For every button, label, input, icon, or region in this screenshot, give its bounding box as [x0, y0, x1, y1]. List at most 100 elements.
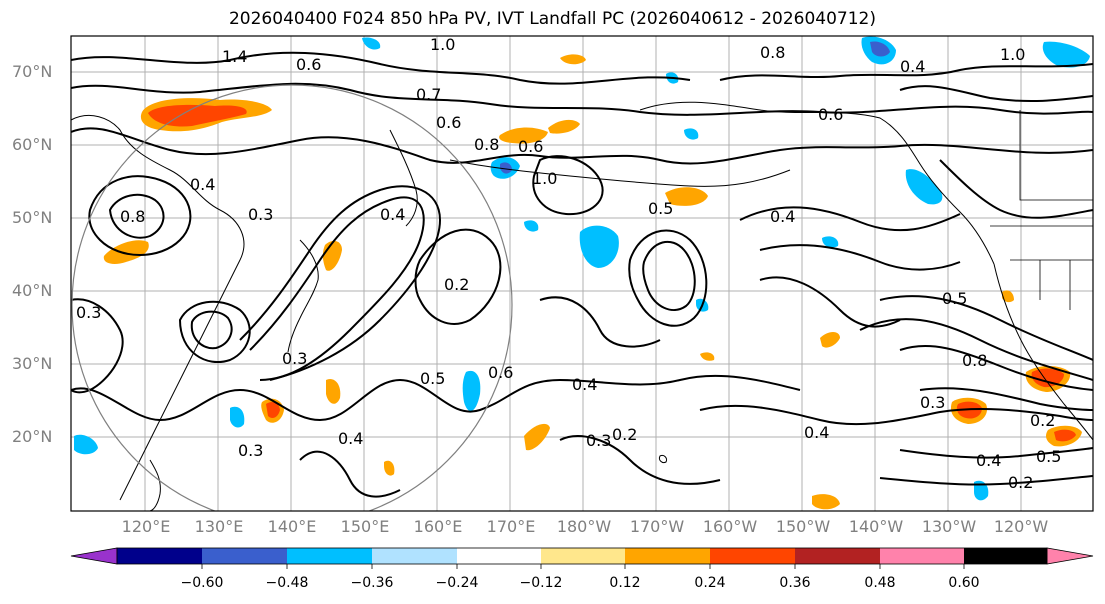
pv-negative-core	[870, 41, 890, 57]
lon-label: 130°W	[921, 517, 977, 536]
pv-positive-core	[266, 402, 280, 418]
colorbar-segment	[457, 548, 541, 564]
lat-label: 20°N	[12, 427, 53, 446]
contour-line	[71, 127, 1093, 165]
contour-label: 0.3	[76, 303, 101, 322]
contour-label: 0.3	[586, 431, 611, 450]
political-borders	[990, 110, 1093, 310]
coastline-hawaii	[659, 455, 667, 463]
contour-label: 0.2	[1008, 473, 1033, 492]
contour-label: 1.0	[1000, 45, 1025, 64]
lon-label: 160°W	[702, 517, 758, 536]
pv-negative-area	[230, 406, 245, 428]
contour-line	[628, 229, 708, 327]
map-title: 2026040400 F024 850 hPa PV, IVT Landfall…	[228, 9, 876, 29]
contour-label: 0.2	[1030, 411, 1055, 430]
contour-label: 0.5	[1036, 447, 1061, 466]
lat-label: 70°N	[12, 62, 53, 81]
lon-label: 180°W	[556, 517, 612, 536]
contour-label: 0.8	[120, 207, 145, 226]
contour-line	[859, 318, 1093, 381]
lat-label: 40°N	[12, 281, 53, 300]
contour-line	[939, 159, 1093, 219]
pv-negative-area	[905, 169, 943, 205]
lon-label: 160°E	[413, 517, 463, 536]
pv-negative-core	[500, 162, 512, 174]
contour-label: 0.8	[760, 43, 785, 62]
contour-label: 1.0	[532, 169, 557, 188]
pv-negative-area	[579, 225, 619, 268]
contour-line	[539, 296, 661, 348]
lon-label: 120°W	[993, 517, 1049, 536]
colorbar-segment	[795, 548, 880, 564]
lon-label: 170°W	[629, 517, 685, 536]
pv-negative-area	[684, 128, 699, 140]
pv-positive-area	[700, 352, 715, 361]
pv-contours	[71, 51, 1093, 498]
colorbar-tick-label: −0.48	[265, 575, 309, 591]
colorbar-segment	[287, 548, 372, 564]
contour-line	[719, 63, 1093, 81]
contour-line	[239, 185, 442, 381]
contour-label: 0.5	[942, 289, 967, 308]
lat-label: 30°N	[12, 354, 53, 373]
contour-line	[699, 404, 1093, 426]
lon-label: 170°E	[486, 517, 536, 536]
colorbar-segment	[541, 548, 625, 564]
contour-line	[759, 244, 961, 271]
pv-negative-area	[462, 370, 481, 412]
contour-label: 0.6	[818, 105, 843, 124]
contour-label-group: 1.4 0.6 1.0 0.8 1.0 0.4 0.7 0.6 0.8 0.6 …	[76, 35, 1061, 492]
map-frame	[70, 35, 1094, 512]
pv-negative-area	[362, 37, 381, 50]
colorbar-segment	[964, 548, 1047, 564]
contour-line	[71, 374, 801, 422]
colorbar-segment	[117, 548, 202, 564]
pv-positive-core	[1031, 368, 1064, 388]
pv-positive-area	[384, 460, 395, 476]
lat-label: 60°N	[12, 135, 53, 154]
contour-line	[879, 295, 1093, 361]
contour-line	[532, 155, 604, 216]
contour-label: 0.4	[338, 429, 363, 448]
colorbar-tick-label: 0.36	[779, 575, 811, 591]
coastline-na-west	[993, 263, 1093, 441]
pv-negative-area	[524, 220, 539, 232]
contour-label: 0.5	[420, 369, 445, 388]
coastline-philippines	[149, 459, 161, 511]
contour-label: 0.2	[444, 275, 469, 294]
pv-positive-area	[812, 494, 840, 510]
lat-label: 50°N	[12, 208, 53, 227]
contour-line	[919, 387, 1093, 411]
pv-positive-core	[148, 104, 247, 127]
lon-label: 150°E	[340, 517, 390, 536]
contour-label: 0.4	[572, 375, 597, 394]
contour-label: 0.6	[488, 363, 513, 382]
lon-label: 120°E	[121, 517, 171, 536]
contour-label: 0.5	[648, 199, 673, 218]
lon-label: 140°W	[848, 517, 904, 536]
contour-line	[899, 344, 1093, 391]
colorbar-segment	[202, 548, 287, 564]
contour-label: 0.6	[436, 113, 461, 132]
pv-positive-area	[499, 127, 548, 144]
colorbar-tick-label: 0.24	[694, 575, 726, 591]
pv-shading	[74, 36, 1090, 510]
contour-label: 0.4	[976, 451, 1001, 470]
contour-line	[559, 435, 721, 485]
colorbar	[70, 547, 1094, 569]
contour-label: 1.0	[430, 35, 455, 54]
pv-positive-area	[665, 187, 708, 206]
pv-positive-area	[548, 119, 580, 134]
pv-negative-area	[74, 434, 98, 455]
coastline-aleutians	[449, 159, 791, 187]
pv-positive-area	[326, 378, 341, 404]
colorbar-frame	[116, 547, 1048, 565]
contour-label: 0.8	[962, 351, 987, 370]
contour-line	[879, 475, 1093, 486]
contour-line	[899, 85, 1093, 103]
coastline-alaska	[639, 101, 995, 265]
colorbar-segment	[880, 548, 964, 564]
contour-label: 0.8	[474, 135, 499, 154]
